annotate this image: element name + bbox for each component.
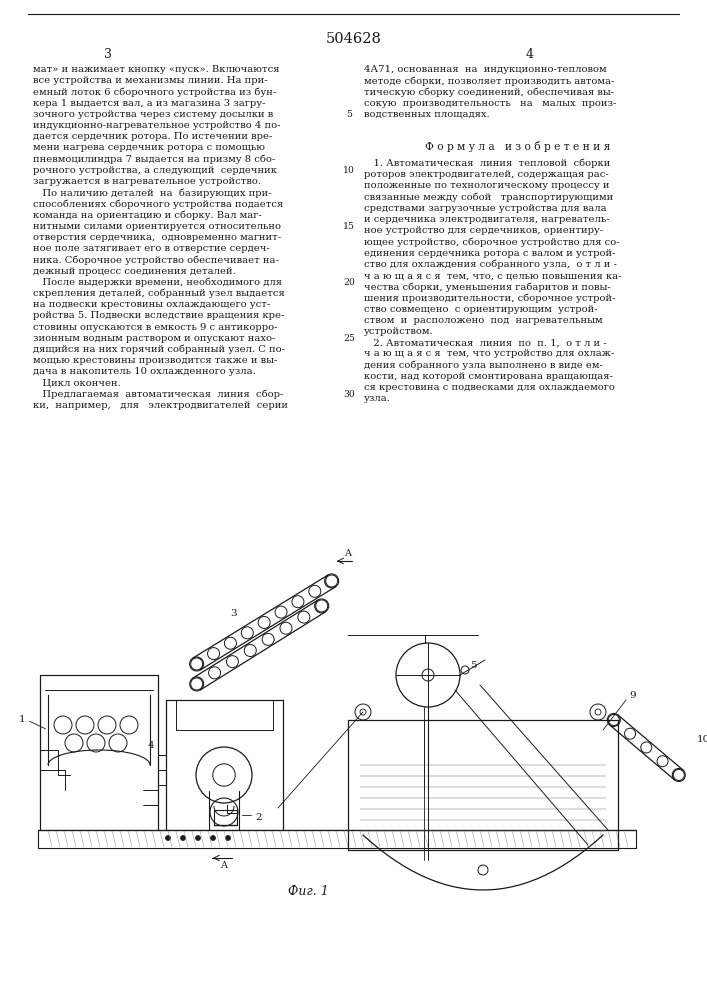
Text: методе сборки, позволяет производить автома-: методе сборки, позволяет производить авт… xyxy=(364,76,614,86)
Text: узла.: узла. xyxy=(364,394,391,403)
Text: дается сердечник ротора. По истечении вре-: дается сердечник ротора. По истечении вр… xyxy=(33,132,272,141)
Text: отверстия сердечника,  одновременно магнит-: отверстия сердечника, одновременно магни… xyxy=(33,233,281,242)
Text: стовины опускаются в емкость 9 с антикорро-: стовины опускаются в емкость 9 с антикор… xyxy=(33,323,278,332)
Text: емный лоток 6 сборочного устройства из бун-: емный лоток 6 сборочного устройства из б… xyxy=(33,87,276,97)
Text: связанные между собой   транспортирующими: связанные между собой транспортирующими xyxy=(364,193,613,202)
Text: и сердечника электродвигателя, нагреватель-: и сердечника электродвигателя, нагревате… xyxy=(364,215,609,224)
Text: ника. Сборочное устройство обеспечивает на-: ника. Сборочное устройство обеспечивает … xyxy=(33,255,279,265)
Text: ч а ю щ а я с я  тем, что устройство для охлаж-: ч а ю щ а я с я тем, что устройство для … xyxy=(364,349,614,358)
Circle shape xyxy=(165,836,170,840)
Text: все устройства и механизмы линии. На при-: все устройства и механизмы линии. На при… xyxy=(33,76,268,85)
Text: 2. Автоматическая  линия  по  п. 1,  о т л и -: 2. Автоматическая линия по п. 1, о т л и… xyxy=(364,338,607,347)
Text: 10: 10 xyxy=(696,736,707,744)
Circle shape xyxy=(226,836,230,840)
Text: ройства 5. Подвески вследствие вращения кре-: ройства 5. Подвески вследствие вращения … xyxy=(33,311,284,320)
Text: дача в накопитель 10 охлажденного узла.: дача в накопитель 10 охлажденного узла. xyxy=(33,367,256,376)
Text: команда на ориентацию и сборку. Вал маг-: команда на ориентацию и сборку. Вал маг- xyxy=(33,211,262,220)
Text: дежный процесс соединения деталей.: дежный процесс соединения деталей. xyxy=(33,267,235,276)
Text: мат» и нажимает кнопку «пуск». Включаются: мат» и нажимает кнопку «пуск». Включаютс… xyxy=(33,65,279,74)
Text: ч а ю щ а я с я  тем, что, с целью повышения ка-: ч а ю щ а я с я тем, что, с целью повыше… xyxy=(364,271,621,280)
Text: сокую  производительность   на   малых  произ-: сокую производительность на малых произ- xyxy=(364,99,617,108)
Text: устройством.: устройством. xyxy=(364,327,433,336)
Text: 9: 9 xyxy=(630,690,636,700)
Text: ное поле затягивает его в отверстие сердеч-: ное поле затягивает его в отверстие серд… xyxy=(33,244,270,253)
Circle shape xyxy=(211,836,216,840)
Text: ющее устройство, сборочное устройство для со-: ющее устройство, сборочное устройство дл… xyxy=(364,237,619,247)
Text: водственных площадях.: водственных площадях. xyxy=(364,110,490,119)
Text: 3: 3 xyxy=(104,48,112,61)
Text: ся крестовина с подвесками для охлаждаемого: ся крестовина с подвесками для охлаждаем… xyxy=(364,383,615,392)
Text: По наличию деталей  на  базирующих при-: По наличию деталей на базирующих при- xyxy=(33,188,271,198)
Text: 1. Автоматическая  линия  тепловой  сборки: 1. Автоматическая линия тепловой сборки xyxy=(364,159,610,168)
Text: нитными силами ориентируется относительно: нитными силами ориентируется относительн… xyxy=(33,222,281,231)
Text: шения производительности, сборочное устрой-: шения производительности, сборочное устр… xyxy=(364,293,616,303)
Text: 30: 30 xyxy=(343,390,355,399)
Text: ство совмещено  с ориентирующим  устрой-: ство совмещено с ориентирующим устрой- xyxy=(364,305,597,314)
Text: загружается в нагревательное устройство.: загружается в нагревательное устройство. xyxy=(33,177,261,186)
Text: на подвески крестовины охлаждающего уст-: на подвески крестовины охлаждающего уст- xyxy=(33,300,270,309)
Circle shape xyxy=(180,836,185,840)
Text: 20: 20 xyxy=(343,278,355,287)
Text: положенные по технологическому процессу и: положенные по технологическому процессу … xyxy=(364,181,609,190)
Text: ное устройство для сердечников, ориентиру-: ное устройство для сердечников, ориентир… xyxy=(364,226,603,235)
Bar xyxy=(214,810,237,825)
Text: 2: 2 xyxy=(256,814,262,822)
Text: 10: 10 xyxy=(343,166,355,175)
Text: 4: 4 xyxy=(526,48,534,61)
Text: роторов электродвигателей, содержащая рас-: роторов электродвигателей, содержащая ра… xyxy=(364,170,609,179)
Text: A: A xyxy=(344,548,351,558)
Text: ство для охлаждения собранного узла,  о т л и -: ство для охлаждения собранного узла, о т… xyxy=(364,260,617,269)
Text: После выдержки времени, необходимого для: После выдержки времени, необходимого для xyxy=(33,278,282,287)
Text: 1: 1 xyxy=(18,716,25,724)
Text: кости, над которой смонтирована вращающая-: кости, над которой смонтирована вращающа… xyxy=(364,372,613,381)
Text: способлениях сборочного устройства подается: способлениях сборочного устройства подае… xyxy=(33,199,284,209)
Circle shape xyxy=(196,836,201,840)
Text: 4А71, основанная  на  индукционно-тепловом: 4А71, основанная на индукционно-тепловом xyxy=(364,65,607,74)
Text: A: A xyxy=(221,860,228,869)
Text: пневмоцилиндра 7 выдается на призму 8 сбо-: пневмоцилиндра 7 выдается на призму 8 сб… xyxy=(33,155,275,164)
Text: тическую сборку соединений, обеспечивая вы-: тическую сборку соединений, обеспечивая … xyxy=(364,87,614,97)
Text: чества сборки, уменьшения габаритов и повы-: чества сборки, уменьшения габаритов и по… xyxy=(364,282,611,292)
Text: 25: 25 xyxy=(343,334,355,343)
Text: единения сердечника ротора с валом и устрой-: единения сердечника ротора с валом и уст… xyxy=(364,249,616,258)
Text: ки,  например,   для   электродвигателей  серии: ки, например, для электродвигателей сери… xyxy=(33,401,288,410)
Text: 3: 3 xyxy=(230,609,237,618)
Text: скрепления деталей, собранный узел выдается: скрепления деталей, собранный узел выдае… xyxy=(33,289,285,298)
Text: Фиг. 1: Фиг. 1 xyxy=(288,885,328,898)
Text: мени нагрева сердечник ротора с помощью: мени нагрева сердечник ротора с помощью xyxy=(33,143,265,152)
Text: 5: 5 xyxy=(469,660,477,670)
Text: рочного устройства, а следующий  сердечник: рочного устройства, а следующий сердечни… xyxy=(33,166,277,175)
Text: дения собранного узла выполнено в виде ем-: дения собранного узла выполнено в виде е… xyxy=(364,361,603,370)
Text: средствами загрузочные устройства для вала: средствами загрузочные устройства для ва… xyxy=(364,204,607,213)
Text: 4: 4 xyxy=(148,740,154,750)
Text: Предлагаемая  автоматическая  линия  сбор-: Предлагаемая автоматическая линия сбор- xyxy=(33,390,284,399)
Text: ством  и  расположено  под  нагревательным: ством и расположено под нагревательным xyxy=(364,316,602,325)
Text: 5: 5 xyxy=(346,110,352,119)
Text: зочного устройства через систему досылки в: зочного устройства через систему досылки… xyxy=(33,110,273,119)
Text: кера 1 выдается вал, а из магазина 3 загру-: кера 1 выдается вал, а из магазина 3 заг… xyxy=(33,99,266,108)
Text: 504628: 504628 xyxy=(326,32,382,46)
Text: индукционно-нагревательное устройство 4 по-: индукционно-нагревательное устройство 4 … xyxy=(33,121,281,130)
Text: мощью крестовины производится также и вы-: мощью крестовины производится также и вы… xyxy=(33,356,277,365)
Text: Ф о р м у л а   и з о б р е т е н и я: Ф о р м у л а и з о б р е т е н и я xyxy=(426,141,611,152)
Text: дящийся на них горячий собранный узел. С по-: дящийся на них горячий собранный узел. С… xyxy=(33,345,285,355)
Text: Цикл окончен.: Цикл окончен. xyxy=(33,379,121,388)
Text: 15: 15 xyxy=(343,222,355,231)
Text: зионным водным раствором и опускают нахо-: зионным водным раствором и опускают нахо… xyxy=(33,334,275,343)
